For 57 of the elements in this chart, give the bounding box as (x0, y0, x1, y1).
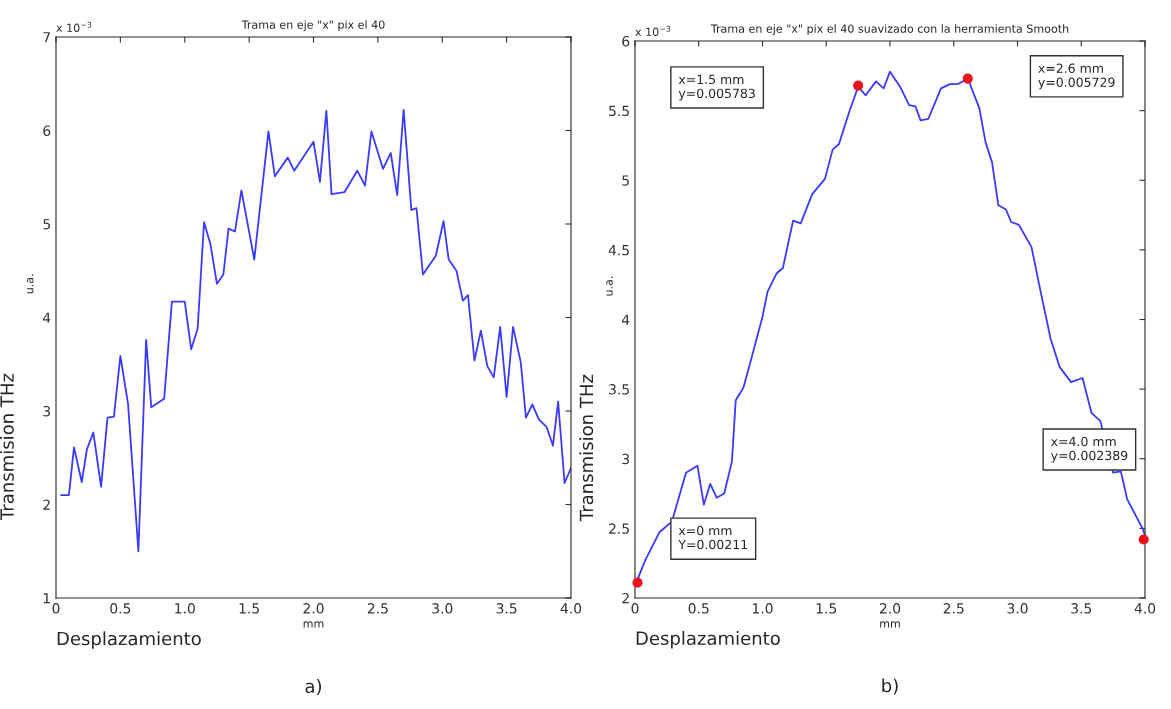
y-tick-label: 2 (43, 499, 50, 510)
annotation: x=0 mm Y=0.00211 (678, 525, 747, 550)
y-tick-label: 6 (622, 35, 630, 47)
x-tick-label: 3.5 (1071, 603, 1092, 614)
x-tick-label: 4.0 (1134, 603, 1156, 614)
chart-title: Trama en eje "x" pix el 40 suavizado con la herramienta Smooth (710, 24, 1069, 35)
annotation: x=4.0 mm y=0.002389 (1051, 436, 1128, 463)
y-tick-label: 2.5 (609, 523, 629, 534)
x-tick-label: 0.5 (688, 603, 709, 614)
x-tick-label: 0 (52, 603, 60, 614)
y-tick-label: 5 (43, 219, 50, 230)
x-axis-title: mm (303, 621, 324, 628)
y-tick-label: 1 (43, 593, 50, 604)
x-tick-label: 2.0 (879, 603, 901, 614)
y-tick-label: 3 (622, 453, 630, 465)
y-tick-label: 7 (43, 32, 50, 43)
line-series (60, 109, 571, 553)
text: Desplazamiento (57, 631, 201, 649)
x-tick-label: 0.5 (110, 603, 131, 614)
text: u.a. (606, 276, 613, 296)
y-tick-label: 5 (622, 175, 629, 186)
x-tick-label: 2.0 (303, 603, 324, 614)
y-axis-title: Transmision THz (0, 373, 14, 521)
point (1138, 534, 1149, 545)
y-tick-label: 5.5 (609, 105, 629, 117)
point (962, 73, 973, 84)
text: u.a. (27, 274, 34, 294)
chart-title: Trama en eje "x" pix el 40 (241, 20, 385, 31)
x-tick-label: 0 (631, 603, 639, 614)
annotation: x=1.5 mm y=0.005783 (678, 74, 755, 101)
y-tick-label: 3 (43, 405, 51, 417)
text: x 10$^{−3}$ (56, 21, 92, 32)
y-tick-label: 4 (42, 312, 51, 323)
text: a) (305, 679, 321, 696)
text: Desplazamiento (636, 631, 780, 649)
text: x 10$^{−3}$ (635, 25, 671, 36)
point (632, 577, 643, 588)
x-tick-label: 1.0 (752, 603, 773, 614)
y-tick-label: 4 (621, 314, 630, 325)
x-tick-label: 3.0 (432, 603, 453, 614)
point (853, 80, 864, 91)
x-tick-label: 3.5 (496, 603, 517, 614)
x-tick-label: 1.5 (816, 603, 837, 614)
x-tick-label: 2.5 (367, 603, 388, 614)
x-tick-label: 4.0 (560, 603, 582, 614)
y-tick-label: 2 (622, 592, 629, 604)
x-tick-label: 3.0 (1007, 603, 1028, 614)
x-tick-label: 1.0 (175, 603, 195, 614)
x-tick-label: 2.5 (943, 603, 964, 614)
annotation: x=2.6 mm y=0.005729 (1038, 63, 1115, 90)
x-tick-label: 1.5 (239, 603, 259, 614)
y-tick-label: 4.5 (608, 245, 629, 256)
text: b) (882, 678, 898, 695)
y-tick-label: 3.5 (609, 384, 629, 395)
y-tick-label: 6 (43, 125, 51, 136)
x-axis-title: mm (880, 621, 900, 628)
y-axis-title: Transmision THz (579, 374, 594, 522)
